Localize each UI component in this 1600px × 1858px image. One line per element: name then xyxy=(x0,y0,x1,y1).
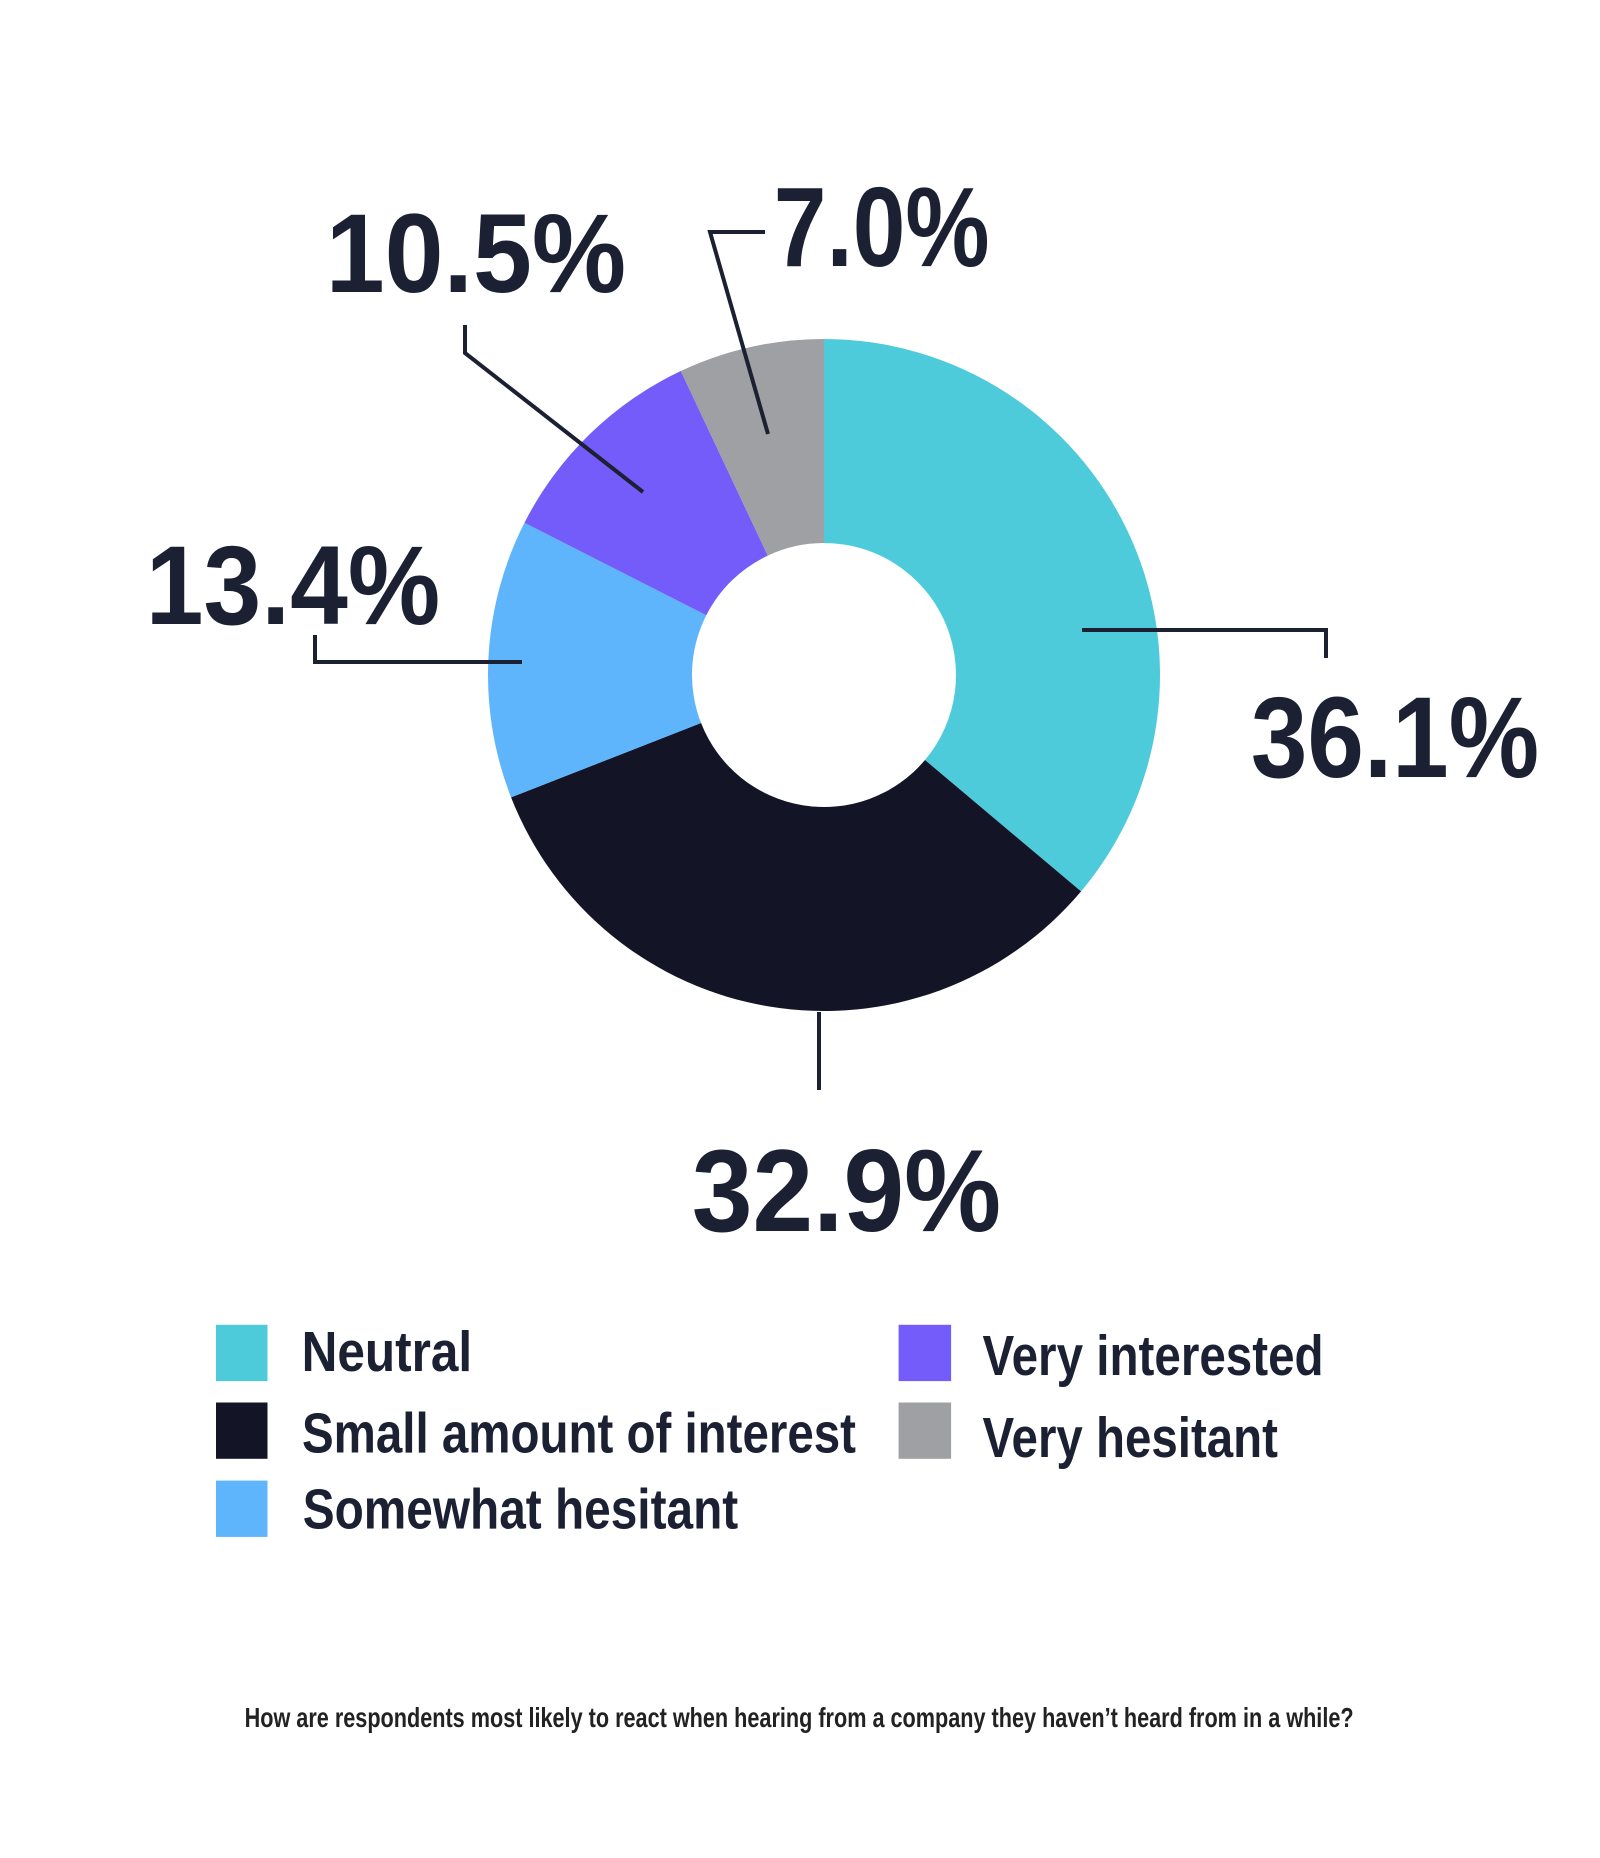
svg-text:Neutral: Neutral xyxy=(302,1320,473,1384)
svg-text:Small amount of interest: Small amount of interest xyxy=(302,1402,856,1466)
svg-text:13.4%: 13.4% xyxy=(146,522,440,648)
svg-text:36.1%: 36.1% xyxy=(1251,674,1539,802)
svg-text:7.0%: 7.0% xyxy=(774,164,990,290)
svg-text:Somewhat hesitant: Somewhat hesitant xyxy=(303,1478,739,1542)
svg-text:How are respondents most likel: How are respondents most likely to react… xyxy=(245,1702,1354,1733)
svg-text:10.5%: 10.5% xyxy=(326,191,626,316)
svg-text:32.9%: 32.9% xyxy=(692,1125,1001,1256)
svg-text:Very hesitant: Very hesitant xyxy=(983,1406,1279,1470)
svg-text:Very interested: Very interested xyxy=(983,1324,1324,1388)
